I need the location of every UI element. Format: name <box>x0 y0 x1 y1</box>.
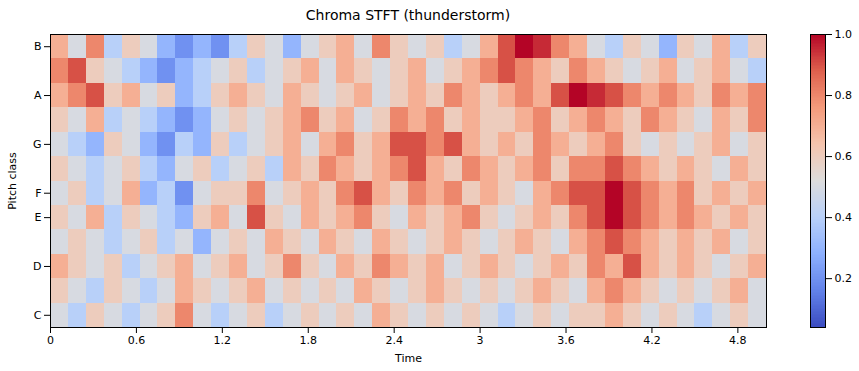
svg-text:3.6: 3.6 <box>557 334 575 347</box>
svg-text:1.8: 1.8 <box>300 334 318 347</box>
svg-text:1.2: 1.2 <box>214 334 232 347</box>
svg-text:2.4: 2.4 <box>385 334 403 347</box>
html-text:Chroma STFT (thunderstorm): Chroma STFT (thunderstorm) <box>305 7 511 23</box>
svg-text:E: E <box>35 211 42 224</box>
svg-text:D: D <box>33 260 41 273</box>
svg-text:4.2: 4.2 <box>643 334 661 347</box>
svg-text:4.8: 4.8 <box>729 334 747 347</box>
svg-text:A: A <box>34 89 42 102</box>
svg-text:Time: Time <box>394 352 422 365</box>
svg-text:0: 0 <box>47 334 54 347</box>
svg-text:Pitch class: Pitch class <box>6 152 19 210</box>
svg-text:3: 3 <box>477 334 484 347</box>
svg-text:0.2: 0.2 <box>835 272 853 285</box>
svg-text:0.6: 0.6 <box>128 334 146 347</box>
svg-text:0.4: 0.4 <box>835 211 853 224</box>
svg-text:B: B <box>34 40 42 53</box>
svg-text:G: G <box>33 138 42 151</box>
svg-text:1.0: 1.0 <box>835 28 853 41</box>
svg-text:0.6: 0.6 <box>835 150 853 163</box>
svg-text:F: F <box>35 187 41 200</box>
svg-text:C: C <box>34 309 42 322</box>
svg-text:0.8: 0.8 <box>835 89 853 102</box>
